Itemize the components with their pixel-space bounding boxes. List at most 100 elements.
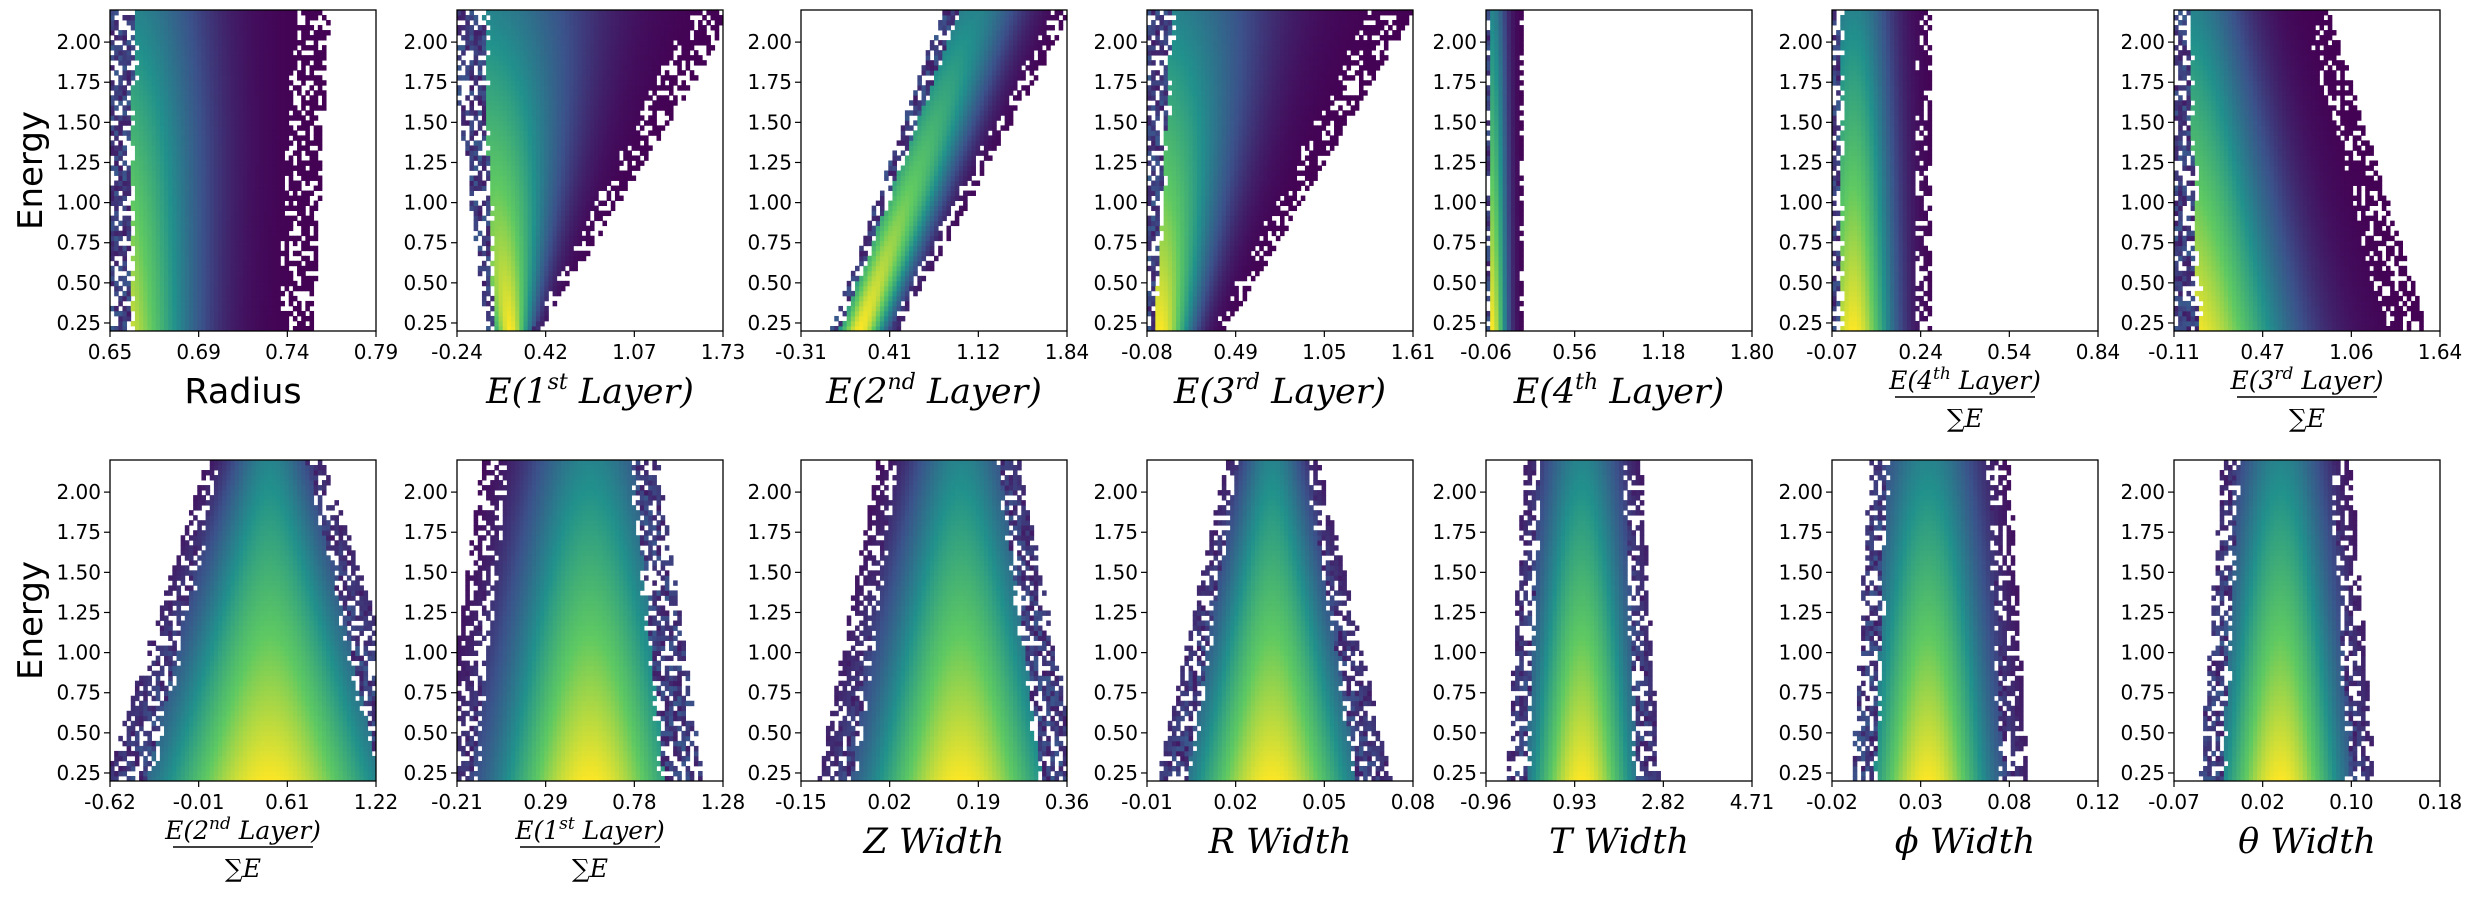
bin xyxy=(310,261,315,266)
bin xyxy=(247,221,252,226)
bin xyxy=(185,181,190,186)
bin xyxy=(185,276,190,281)
bin xyxy=(177,206,182,211)
bin xyxy=(118,246,123,251)
bin xyxy=(231,241,236,246)
bin xyxy=(139,201,144,206)
bin xyxy=(201,236,206,241)
bin xyxy=(285,261,290,266)
bin xyxy=(185,241,190,246)
bin xyxy=(247,311,252,316)
bin xyxy=(285,196,290,201)
bin xyxy=(255,206,260,211)
bin xyxy=(122,216,127,221)
bin xyxy=(276,306,281,311)
bin xyxy=(247,301,252,306)
bin xyxy=(305,221,310,226)
bin xyxy=(235,301,240,306)
bin xyxy=(110,281,115,286)
bin xyxy=(268,306,273,311)
bin xyxy=(268,241,273,246)
bin xyxy=(201,206,206,211)
bin xyxy=(114,251,119,256)
bin xyxy=(247,316,252,321)
bin xyxy=(193,251,198,256)
bin xyxy=(168,226,173,231)
bin xyxy=(226,301,231,306)
bin xyxy=(193,191,198,196)
bin xyxy=(114,211,119,216)
bin xyxy=(189,236,194,241)
bin xyxy=(201,211,206,216)
bin xyxy=(280,226,285,231)
bin xyxy=(177,246,182,251)
bin xyxy=(110,196,115,201)
bin xyxy=(172,266,177,271)
bin xyxy=(197,211,202,216)
bin xyxy=(210,296,215,301)
bin xyxy=(127,206,132,211)
bin xyxy=(235,266,240,271)
bin xyxy=(280,236,285,241)
bin xyxy=(131,256,136,261)
bin xyxy=(160,251,165,256)
bin xyxy=(218,246,223,251)
bin xyxy=(239,186,244,191)
bin xyxy=(260,266,265,271)
bin xyxy=(201,186,206,191)
bin xyxy=(218,211,223,216)
bin xyxy=(272,301,277,306)
bin xyxy=(197,246,202,251)
bin xyxy=(276,241,281,246)
bin xyxy=(239,211,244,216)
bin xyxy=(285,256,290,261)
bin xyxy=(206,206,211,211)
bin xyxy=(226,206,231,211)
bin xyxy=(280,201,285,206)
bin xyxy=(143,186,148,191)
bin xyxy=(214,286,219,291)
bin xyxy=(185,186,190,191)
bin xyxy=(206,276,211,281)
bin xyxy=(218,256,223,261)
bin xyxy=(289,201,294,206)
bin xyxy=(114,226,119,231)
bin xyxy=(147,286,152,291)
bin xyxy=(189,291,194,296)
bin xyxy=(143,231,148,236)
bin xyxy=(114,231,119,236)
bin xyxy=(255,281,260,286)
bin xyxy=(231,261,236,266)
bin xyxy=(135,316,140,321)
bin xyxy=(255,266,260,271)
bin xyxy=(218,276,223,281)
bin xyxy=(189,281,194,286)
bin xyxy=(310,276,315,281)
bin xyxy=(272,261,277,266)
bin xyxy=(243,226,248,231)
bin xyxy=(210,301,215,306)
bin xyxy=(272,216,277,221)
bin xyxy=(218,241,223,246)
bin xyxy=(268,191,273,196)
bin xyxy=(147,251,152,256)
bin xyxy=(260,276,265,281)
bin xyxy=(214,221,219,226)
bin xyxy=(272,221,277,226)
bin xyxy=(280,231,285,236)
bin xyxy=(135,291,140,296)
bin xyxy=(152,296,157,301)
bin xyxy=(243,216,248,221)
bin xyxy=(264,216,269,221)
bin xyxy=(193,241,198,246)
bin xyxy=(210,266,215,271)
bin xyxy=(251,221,256,226)
bin xyxy=(239,181,244,186)
bin xyxy=(293,261,298,266)
bin xyxy=(255,311,260,316)
bin xyxy=(297,306,302,311)
bin xyxy=(243,321,248,326)
bin xyxy=(285,226,290,231)
bin xyxy=(143,241,148,246)
bin xyxy=(251,196,256,201)
